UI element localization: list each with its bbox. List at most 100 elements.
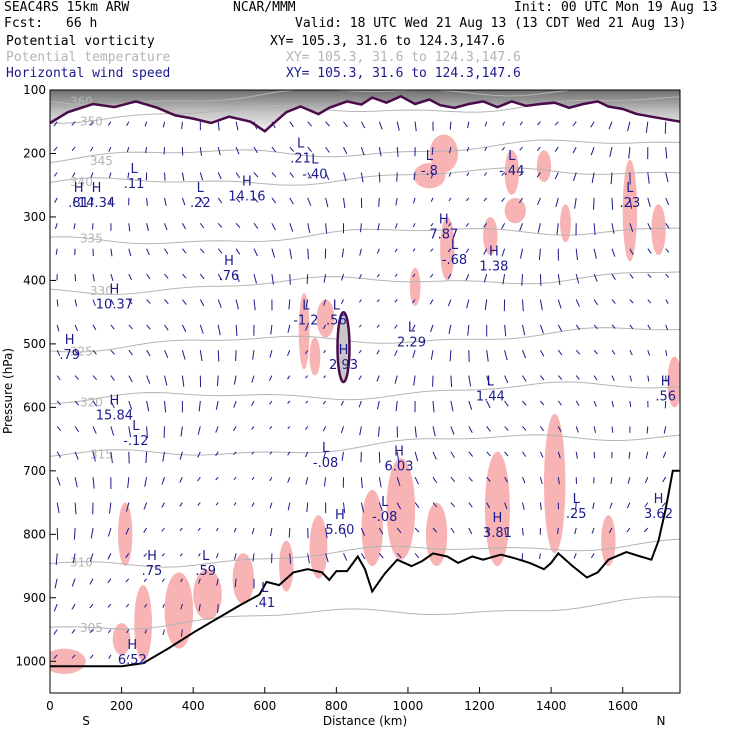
wind-vector-95	[128, 299, 133, 305]
pv-shade-26	[298, 293, 310, 370]
wind-vector-290	[307, 197, 312, 206]
wind-vector-577	[593, 324, 598, 330]
wind-vector-41	[71, 603, 76, 610]
wind-vector-585	[591, 527, 595, 534]
pv-shade-2	[134, 585, 153, 662]
wind-vector-17	[55, 553, 58, 565]
wind-vector-278	[287, 350, 291, 356]
wind-vector-588	[609, 146, 613, 158]
wind-vector-300	[305, 451, 309, 458]
wind-vector-244	[251, 426, 255, 430]
wind-vector-511	[522, 451, 527, 457]
wind-vector-117	[146, 299, 151, 304]
wind-vector-653	[661, 502, 667, 507]
wind-vector-420	[429, 299, 434, 305]
wind-vector-431	[449, 146, 452, 154]
wind-vector-226	[233, 451, 237, 456]
wind-vector-44	[89, 121, 94, 126]
wind-vector-448	[466, 146, 470, 152]
wind-vector-550	[557, 527, 559, 534]
theta-contour-345	[50, 139, 680, 164]
wind-vector-138	[164, 299, 169, 305]
theta-label-340: 340	[70, 175, 93, 189]
extremum-type-13: H	[224, 254, 234, 269]
wind-vector-415	[430, 172, 434, 179]
wind-vector-570	[590, 146, 595, 156]
wind-vector-584	[592, 502, 595, 510]
wind-vector-466	[483, 172, 488, 176]
wind-vector-500	[519, 172, 523, 177]
field-pv-name: Potential vorticity	[6, 34, 155, 49]
wind-vector-105	[125, 553, 130, 559]
wind-vector-66	[107, 121, 112, 126]
wind-vector-528	[539, 426, 545, 432]
wind-vector-159	[181, 299, 187, 305]
wind-vector-411	[414, 527, 420, 533]
wind-vector-227	[233, 476, 237, 481]
theta-label-330: 330	[90, 284, 113, 298]
wind-vector-282	[287, 451, 291, 456]
wind-vector-292	[307, 248, 309, 260]
wind-vector-359	[378, 121, 383, 130]
y-tick-label-700: 700	[23, 464, 46, 478]
wind-vector-110	[144, 121, 148, 127]
wind-vector-301	[305, 477, 309, 485]
wind-vector-322	[325, 553, 329, 563]
wind-vector-589	[610, 172, 613, 185]
pv-shade-21	[440, 217, 455, 281]
wind-vector-366	[376, 299, 380, 303]
y-tick-label-900: 900	[23, 591, 46, 605]
wind-vector-610	[629, 273, 634, 279]
wind-vector-177	[199, 222, 205, 229]
wind-vector-283	[287, 477, 291, 483]
wind-vector-410	[414, 502, 420, 509]
wind-vector-384	[394, 299, 398, 303]
wind-vector-103	[126, 502, 130, 512]
wind-vector-34	[74, 426, 80, 433]
wind-vector-213	[235, 121, 239, 131]
wind-vector-220	[235, 299, 239, 310]
wind-vector-152	[181, 121, 183, 130]
wind-vector-575	[593, 273, 598, 282]
wind-vector-376	[378, 553, 384, 559]
wind-vector-128	[143, 578, 147, 583]
wind-vector-325	[343, 172, 347, 182]
wind-vector-474	[486, 375, 490, 386]
wind-vector-185	[197, 426, 201, 435]
pv-shade-11	[425, 502, 448, 566]
y-axis-label: Pressure (hPa)	[1, 348, 15, 434]
wind-vector-129	[144, 603, 148, 608]
wind-vector-271	[289, 172, 295, 178]
extremum-type-7: L	[426, 149, 434, 164]
wind-vector-561	[575, 375, 580, 380]
wind-vector-417	[430, 223, 434, 227]
wind-vector-231	[234, 578, 237, 588]
wind-vector-341	[360, 121, 366, 129]
wind-vector-486	[501, 248, 506, 257]
extremum-type-16: L	[333, 298, 341, 313]
x-tick-label-600: 600	[253, 699, 276, 713]
y-tick-label-800: 800	[23, 527, 46, 541]
wind-vector-568	[573, 553, 577, 559]
wind-vector-439	[449, 350, 452, 362]
wind-vector-47	[91, 197, 94, 204]
extremum-type-23: L	[132, 419, 140, 434]
wind-vector-392	[396, 502, 402, 510]
wind-vector-445	[450, 502, 455, 508]
wind-vector-361	[378, 172, 381, 183]
wind-vector-203	[216, 375, 219, 387]
wind-vector-492	[504, 400, 509, 407]
wind-vector-208	[215, 502, 219, 506]
wind-vector-309	[325, 223, 328, 234]
extremum-type-8: L	[508, 149, 516, 164]
wind-vector-438	[448, 324, 452, 335]
wind-vector-82	[107, 527, 112, 537]
extremum-value-5: .21	[290, 152, 311, 167]
wind-vector-272	[289, 197, 294, 205]
fcst-label: Fcst:	[4, 16, 44, 31]
wind-vector-214	[235, 146, 240, 155]
wind-vector-284	[287, 502, 291, 511]
wind-vector-617	[628, 451, 631, 459]
wind-vector-42	[71, 629, 76, 634]
pv-shade-15	[429, 134, 459, 173]
